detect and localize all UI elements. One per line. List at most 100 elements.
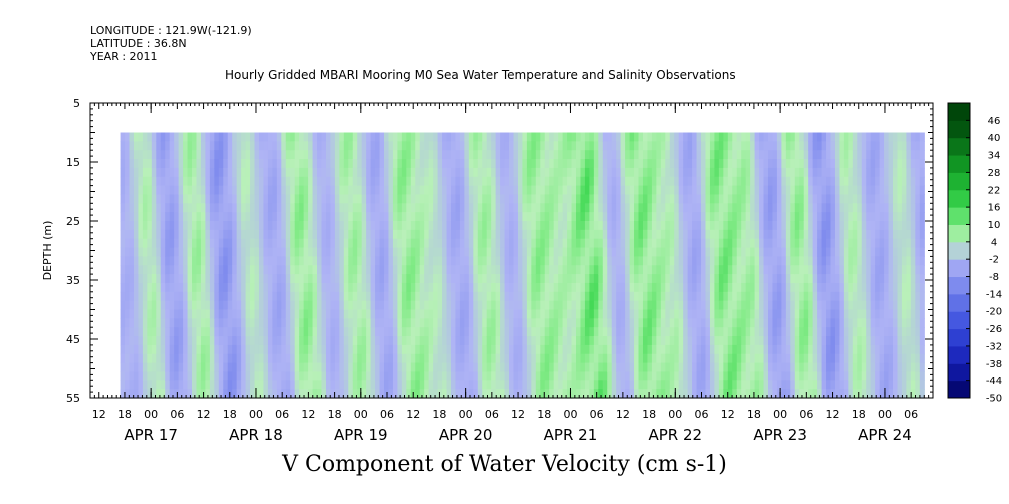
heatmap-cell <box>598 141 604 151</box>
heatmap-cell <box>361 336 367 346</box>
heatmap-cell <box>330 150 336 160</box>
heatmap-cell <box>826 318 832 328</box>
heatmap-cell <box>736 282 742 293</box>
heatmap-cell <box>812 141 818 151</box>
heatmap-cell <box>352 318 358 328</box>
heatmap-cell <box>843 150 849 160</box>
heatmap-cell <box>401 238 407 249</box>
heatmap-cell <box>138 238 144 249</box>
heatmap-cell <box>549 167 555 178</box>
heatmap-cell <box>424 176 430 187</box>
heatmap-cell <box>281 291 287 302</box>
heatmap-cell <box>790 203 796 213</box>
heatmap-cell <box>183 309 189 319</box>
heatmap-cell <box>299 247 305 257</box>
heatmap-cell <box>160 282 166 293</box>
heatmap-cell <box>683 238 689 249</box>
heatmap-cell <box>227 344 233 355</box>
heatmap-cell <box>312 212 318 222</box>
heatmap-cell <box>692 389 698 399</box>
heatmap-cell <box>361 256 367 266</box>
heatmap-cell <box>169 150 175 160</box>
heatmap-cell <box>817 238 823 249</box>
heatmap-cell <box>799 265 805 275</box>
heatmap-cell <box>598 229 604 240</box>
heatmap-cell <box>567 318 573 328</box>
heatmap-cell <box>709 229 716 240</box>
heatmap-cell <box>540 327 546 337</box>
heatmap-cell <box>553 344 559 355</box>
heatmap-cell <box>406 221 412 231</box>
heatmap-cell <box>803 141 809 151</box>
heatmap-cell <box>602 389 608 399</box>
heatmap-cell <box>817 371 823 381</box>
heatmap-cell <box>580 389 586 399</box>
heatmap-cell <box>540 389 546 399</box>
heatmap-cell <box>183 380 189 390</box>
heatmap-cell <box>745 309 751 319</box>
heatmap-cell <box>227 150 233 160</box>
heatmap-cell <box>629 344 635 355</box>
heatmap-cell <box>272 185 278 196</box>
heatmap-cell <box>776 194 782 204</box>
heatmap-cell <box>669 221 675 231</box>
heatmap-cell <box>799 150 805 160</box>
heatmap-cell <box>250 167 256 178</box>
heatmap-cell <box>129 221 135 231</box>
heatmap-cell <box>433 150 439 160</box>
heatmap-cell <box>299 229 305 240</box>
heatmap-cell <box>352 327 358 337</box>
heatmap-cell <box>678 327 684 337</box>
heatmap-cell <box>352 150 358 160</box>
heatmap-cell <box>227 132 233 142</box>
heatmap-cell <box>428 203 434 213</box>
heatmap-cell <box>750 150 756 160</box>
heatmap-cell <box>147 371 153 381</box>
heatmap-cell <box>669 327 675 337</box>
heatmap-cell <box>138 256 144 266</box>
heatmap-cell <box>459 132 465 142</box>
heatmap-cell <box>464 247 470 257</box>
heatmap-cell <box>750 203 756 213</box>
heatmap-cell <box>138 336 144 346</box>
heatmap-cell <box>285 167 291 178</box>
heatmap-cell <box>513 353 519 364</box>
heatmap-cell <box>178 282 184 293</box>
heatmap-cell <box>442 185 448 196</box>
heatmap-cell <box>482 362 488 373</box>
heatmap-cell <box>352 203 358 213</box>
heatmap-cell <box>160 344 166 355</box>
heatmap-cell <box>464 274 470 284</box>
heatmap-cell <box>571 229 577 240</box>
heatmap-cell <box>651 291 657 302</box>
heatmap-cell <box>625 309 631 319</box>
heatmap-cell <box>241 167 247 178</box>
heatmap-cell <box>763 221 769 231</box>
heatmap-cell <box>692 229 698 240</box>
heatmap-cell <box>772 362 778 373</box>
heatmap-cell <box>674 150 680 160</box>
heatmap-cell <box>705 300 711 311</box>
heatmap-cell <box>598 132 604 142</box>
heatmap-cell <box>151 327 157 337</box>
heatmap-cell <box>504 132 510 142</box>
heatmap-cell <box>241 318 247 328</box>
heatmap-cell <box>446 159 452 169</box>
heatmap-cell <box>129 274 135 284</box>
heatmap-cell <box>629 229 635 240</box>
heatmap-cell <box>629 194 635 204</box>
heatmap-cell <box>428 380 434 390</box>
heatmap-cell <box>223 327 229 337</box>
heatmap-cell <box>397 389 403 399</box>
heatmap-cell <box>575 371 582 381</box>
heatmap-cell <box>339 150 345 160</box>
heatmap-cell <box>464 380 470 390</box>
heatmap-cell <box>513 176 519 187</box>
heatmap-cell <box>160 238 166 249</box>
heatmap-cell <box>178 300 184 311</box>
heatmap-cell <box>450 353 457 364</box>
heatmap-cell <box>388 256 394 266</box>
heatmap-cell <box>433 141 439 151</box>
heatmap-cell <box>611 141 617 151</box>
heatmap-cell <box>357 194 363 204</box>
